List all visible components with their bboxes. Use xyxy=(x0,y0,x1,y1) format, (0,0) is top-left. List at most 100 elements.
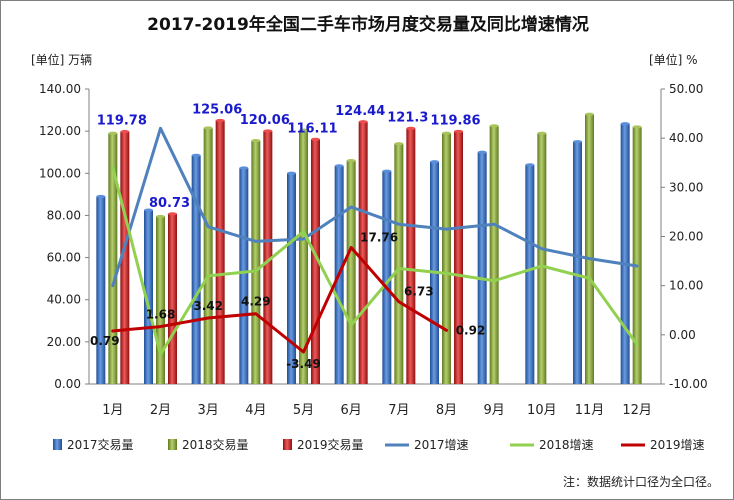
bar-cap-2018交易量 xyxy=(299,128,308,132)
legend-bar-swatch xyxy=(283,439,292,450)
growth-value-label: 4.29 xyxy=(241,295,271,309)
x-tick-label: 5月 xyxy=(293,403,314,418)
legend-label: 2018增速 xyxy=(539,438,594,452)
bar-2019交易量 xyxy=(168,213,177,384)
bar-cap-2017交易量 xyxy=(382,169,392,173)
bar-2018交易量 xyxy=(203,127,213,384)
x-tick-label: 2月 xyxy=(150,403,171,418)
bar-2017交易量 xyxy=(191,155,201,384)
bar-cap-2018交易量 xyxy=(203,126,213,130)
bar-cap-2017交易量 xyxy=(191,153,201,157)
left-tick-label: 40.00 xyxy=(47,293,81,307)
bar-cap-2019交易量 xyxy=(454,129,463,134)
bar-2017交易量 xyxy=(382,171,392,384)
bar-cap-2018交易量 xyxy=(346,159,356,163)
x-tick-label: 11月 xyxy=(575,403,605,418)
bar-2017交易量 xyxy=(239,168,249,384)
bar-value-label: 121.3 xyxy=(387,110,428,125)
legend-label: 2017增速 xyxy=(414,438,469,452)
bar-cap-2018交易量 xyxy=(108,131,118,135)
bar-cap-2018交易量 xyxy=(156,214,165,219)
x-tick-label: 4月 xyxy=(245,403,266,418)
bar-2017交易量 xyxy=(96,196,106,384)
x-tick-label: 7月 xyxy=(388,403,409,418)
bar-2017交易量 xyxy=(477,152,487,384)
x-tick-label: 8月 xyxy=(436,403,457,418)
right-tick-label: 50.00 xyxy=(669,82,703,96)
bar-2018交易量 xyxy=(108,133,118,384)
bar-cap-2017交易量 xyxy=(525,163,535,167)
legend: 2017交易量 2018交易量 2019交易量 2017增速 2018增速 2019增速 xyxy=(53,437,705,452)
bar-cap-2018交易量 xyxy=(489,124,499,128)
bar-2019交易量 xyxy=(120,131,130,384)
x-tick-label: 9月 xyxy=(484,403,505,418)
bar-cap-2017交易量 xyxy=(239,166,249,170)
x-tick-label: 3月 xyxy=(198,403,219,418)
bar-2018交易量 xyxy=(537,133,547,384)
legend-bar-swatch xyxy=(168,439,177,450)
bar-cap-2018交易量 xyxy=(537,131,547,135)
left-tick-label: 20.00 xyxy=(47,335,81,349)
bar-2018交易量 xyxy=(156,216,165,384)
bar-cap-2017交易量 xyxy=(287,171,296,175)
bar-value-label: 125.06 xyxy=(192,102,242,117)
bar-2019交易量 xyxy=(215,120,225,384)
left-tick-label: 120.00 xyxy=(39,124,81,138)
bar-cap-2017交易量 xyxy=(96,194,106,199)
growth-value-label: 3.42 xyxy=(193,299,223,313)
growth-value-label: 0.79 xyxy=(90,334,120,348)
footnote: 注：数据统计口径为全口径。 xyxy=(563,474,719,489)
bar-cap-2017交易量 xyxy=(334,164,344,168)
line-2019增速 xyxy=(111,246,448,354)
line-2018增速 xyxy=(111,166,639,356)
bar-cap-2019交易量 xyxy=(311,137,320,141)
bar-2019交易量 xyxy=(263,131,273,384)
bar-2018交易量 xyxy=(346,160,356,384)
bar-cap-2018交易量 xyxy=(251,139,261,143)
growth-value-label: 17.76 xyxy=(360,231,398,245)
bar-cap-2019交易量 xyxy=(263,129,273,133)
legend-label: 2019增速 xyxy=(650,438,705,452)
bar-cap-2018交易量 xyxy=(632,125,642,129)
growth-value-label: 0.92 xyxy=(456,323,486,337)
x-tick-label: 6月 xyxy=(341,403,362,418)
right-axis-unit: [单位] % xyxy=(649,52,698,67)
right-tick-label: 10.00 xyxy=(669,279,703,293)
x-tick-label: 12月 xyxy=(622,403,652,418)
bar-2018交易量 xyxy=(394,143,404,384)
growth-value-label: 6.73 xyxy=(404,285,434,299)
bar-value-label: 116.11 xyxy=(287,121,337,136)
bar-2018交易量 xyxy=(489,125,499,384)
bar-value-label: 119.86 xyxy=(430,113,480,128)
right-tick-label: 30.00 xyxy=(669,180,703,194)
right-tick-label: 40.00 xyxy=(669,131,703,145)
growth-value-label: -3.49 xyxy=(286,357,321,371)
legend-label: 2017交易量 xyxy=(67,437,134,452)
legend-label: 2018交易量 xyxy=(182,437,249,452)
left-tick-label: 140.00 xyxy=(39,82,81,96)
right-tick-label: 0.00 xyxy=(669,328,696,342)
bar-2018交易量 xyxy=(251,140,261,384)
bar-value-label: 124.44 xyxy=(335,104,385,119)
bar-cap-2017交易量 xyxy=(430,160,439,164)
legend-bar-swatch xyxy=(53,439,62,450)
left-tick-label: 0.00 xyxy=(54,377,81,391)
bar-cap-2019交易量 xyxy=(358,120,368,124)
bar-cap-2017交易量 xyxy=(573,140,582,144)
bar-cap-2017交易量 xyxy=(144,208,153,212)
right-tick-label: 20.00 xyxy=(669,230,703,244)
bar-2017交易量 xyxy=(620,123,630,385)
right-tick-label: -10.00 xyxy=(669,377,708,391)
bar-cap-2018交易量 xyxy=(442,131,451,135)
bar-2018交易量 xyxy=(299,130,308,384)
bar-2018交易量 xyxy=(632,126,642,384)
x-tick-label: 10月 xyxy=(527,403,557,418)
line-2017增速 xyxy=(111,126,639,288)
bar-cap-2018交易量 xyxy=(394,142,404,146)
bar-cap-2019交易量 xyxy=(168,212,177,216)
left-tick-label: 60.00 xyxy=(47,251,81,265)
bar-2019交易量 xyxy=(311,139,320,384)
bar-2019交易量 xyxy=(406,128,416,384)
